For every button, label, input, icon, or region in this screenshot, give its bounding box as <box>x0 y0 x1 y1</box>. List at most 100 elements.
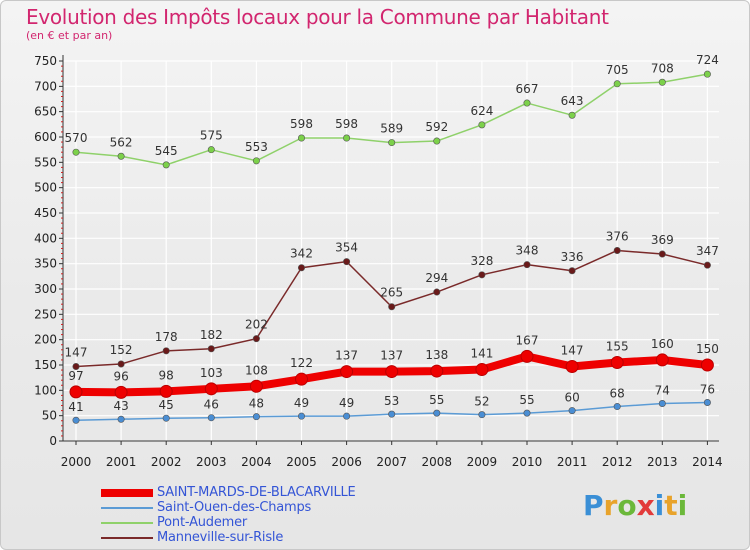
y-tick-label: 600 <box>34 130 57 144</box>
series-1-point <box>613 403 621 411</box>
series-1-data-label: 49 <box>339 396 354 410</box>
series-0-point <box>610 355 624 369</box>
series-0-point <box>475 363 489 377</box>
series-2-point <box>162 161 170 169</box>
series-0-data-label: 96 <box>113 369 128 383</box>
series-2-data-label: 667 <box>516 82 539 96</box>
series-1-data-label: 76 <box>700 382 715 396</box>
series-1-point <box>388 410 396 418</box>
series-1-point <box>703 398 711 406</box>
series-0-point <box>159 384 173 398</box>
x-tick-label: 2003 <box>196 455 227 469</box>
y-tick-label: 650 <box>34 105 57 119</box>
y-tick-label: 400 <box>34 231 57 245</box>
series-1-data-label: 55 <box>429 393 444 407</box>
legend-swatch-manneville <box>101 536 153 539</box>
logo-letter: i <box>654 489 665 522</box>
series-2-point <box>433 137 441 145</box>
y-tick-label: 750 <box>34 54 57 68</box>
series-0-point <box>249 379 263 393</box>
series-3-data-label: 265 <box>380 286 403 300</box>
y-tick-label: 250 <box>34 307 57 321</box>
series-1-point <box>523 409 531 417</box>
x-tick-label: 2006 <box>331 455 362 469</box>
series-2-data-label: 643 <box>561 94 584 108</box>
series-3-point <box>72 363 80 371</box>
series-0-data-label: 98 <box>159 368 174 382</box>
legend-swatch-pont-audemer <box>101 521 153 524</box>
series-0-data-label: 122 <box>290 356 313 370</box>
series-3-point <box>658 250 666 258</box>
logo-letter: t <box>664 489 678 522</box>
x-tick-label: 2009 <box>467 455 498 469</box>
series-0-data-label: 155 <box>606 339 629 353</box>
series-3-point <box>343 258 351 266</box>
legend-item-manneville: Manneville-sur-Risle <box>101 530 461 545</box>
series-2-data-label: 592 <box>425 120 448 134</box>
series-1-point <box>297 412 305 420</box>
series-3-point <box>433 288 441 296</box>
series-0-point <box>520 349 534 363</box>
series-1-data-label: 60 <box>564 391 579 405</box>
legend-item-pont-audemer: Pont-Audemer <box>101 515 461 530</box>
series-3-point <box>568 267 576 275</box>
x-tick-label: 2005 <box>286 455 317 469</box>
series-3-data-label: 336 <box>561 250 584 264</box>
series-3-point <box>703 261 711 269</box>
series-0-data-label: 108 <box>245 363 268 377</box>
series-3-point <box>297 264 305 272</box>
y-tick-label: 0 <box>49 434 57 448</box>
series-1-point <box>343 412 351 420</box>
logo-letter: r <box>603 489 618 522</box>
series-2-point <box>252 157 260 165</box>
series-2-point <box>207 146 215 154</box>
x-tick-label: 2013 <box>647 455 678 469</box>
series-0-point <box>340 365 354 379</box>
series-2-data-label: 589 <box>380 122 403 136</box>
y-tick-label: 350 <box>34 257 57 271</box>
y-tick-label: 200 <box>34 333 57 347</box>
series-2-point <box>658 78 666 86</box>
series-2-point <box>613 80 621 88</box>
series-3-data-label: 178 <box>155 330 178 344</box>
y-tick-label: 300 <box>34 282 57 296</box>
series-0-point <box>204 382 218 396</box>
series-0-data-label: 97 <box>68 369 83 383</box>
series-2-data-label: 598 <box>335 117 358 131</box>
series-0-point <box>69 385 83 399</box>
series-2-point <box>117 152 125 160</box>
series-3-data-label: 182 <box>200 328 223 342</box>
series-3-point <box>613 246 621 254</box>
series-3-data-label: 369 <box>651 233 674 247</box>
series-3-data-label: 347 <box>696 244 719 258</box>
logo-letter: i <box>677 489 688 522</box>
series-0-point <box>430 364 444 378</box>
series-2-point <box>72 148 80 156</box>
legend: SAINT-MARDS-DE-BLACARVILLE Saint-Ouen-de… <box>101 485 461 545</box>
y-tick-label: 450 <box>34 206 57 220</box>
series-0-data-label: 150 <box>696 342 719 356</box>
series-3-data-label: 328 <box>470 254 493 268</box>
series-1-data-label: 52 <box>474 395 489 409</box>
legend-label-manneville: Manneville-sur-Risle <box>157 530 284 545</box>
x-tick-label: 2004 <box>241 455 272 469</box>
series-1-point <box>72 416 80 424</box>
series-2-data-label: 708 <box>651 61 674 75</box>
series-0-data-label: 147 <box>561 344 584 358</box>
series-1-data-label: 48 <box>249 397 264 411</box>
series-0-point <box>114 385 128 399</box>
legend-swatch-saint-ouen <box>101 506 153 509</box>
series-3-data-label: 152 <box>110 343 133 357</box>
series-1-data-label: 46 <box>204 398 219 412</box>
series-1-data-label: 74 <box>655 384 670 398</box>
y-tick-label: 700 <box>34 79 57 93</box>
series-0-point <box>655 353 669 367</box>
x-tick-label: 2012 <box>602 455 633 469</box>
logo-letter: x <box>636 489 655 522</box>
series-2-data-label: 724 <box>696 53 719 67</box>
series-0-data-label: 167 <box>516 333 539 347</box>
series-1-point <box>478 411 486 419</box>
series-0-data-label: 160 <box>651 337 674 351</box>
x-tick-label: 2011 <box>557 455 588 469</box>
y-tick-label: 50 <box>42 409 57 423</box>
